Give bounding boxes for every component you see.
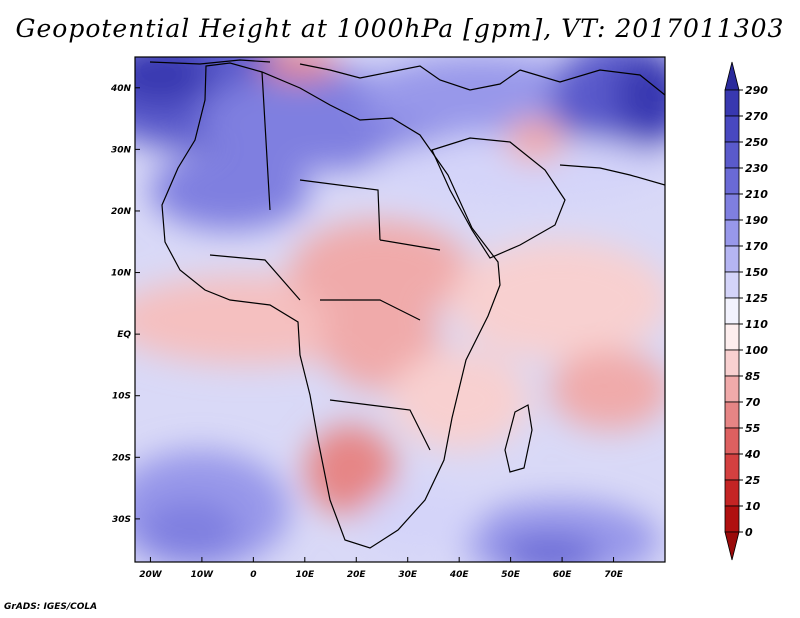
colorbar-segment xyxy=(724,427,740,455)
colorbar-label: 110 xyxy=(745,318,768,331)
lat-tick-label: 40N xyxy=(110,84,132,94)
colorbar-label: 190 xyxy=(745,214,768,227)
colorbar-label: 10 xyxy=(745,500,761,513)
lon-tick-label: 30E xyxy=(398,570,418,580)
grads-credit: GrADS: IGES/COLA xyxy=(4,602,98,612)
lat-tick-label: 30S xyxy=(112,515,131,525)
colorbar-segment xyxy=(724,297,740,325)
colorbar-segment xyxy=(724,89,740,117)
lat-tick-label: 30N xyxy=(111,145,132,155)
colorbar-label: 250 xyxy=(745,136,768,149)
colorbar-label: 230 xyxy=(745,162,768,175)
colorbar: 2902702502302101901701501251101008570554… xyxy=(724,61,768,561)
colorbar-segment xyxy=(724,271,740,299)
colorbar-label: 270 xyxy=(745,110,768,123)
lon-tick-label: 40E xyxy=(449,570,470,580)
colorbar-label: 170 xyxy=(745,240,768,253)
colorbar-segment xyxy=(724,505,740,533)
colorbar-label: 70 xyxy=(745,396,761,409)
colorbar-segment xyxy=(724,219,740,247)
lon-tick-label: 20E xyxy=(347,570,367,580)
lat-tick-label: 10S xyxy=(112,392,131,402)
colorbar-label: 150 xyxy=(745,266,768,279)
colorbar-bottom-arrow xyxy=(724,531,740,561)
colorbar-segment xyxy=(724,375,740,403)
lat-tick-label: 10N xyxy=(111,269,132,279)
colorbar-top-arrow xyxy=(724,61,740,91)
plot-frame xyxy=(134,56,666,563)
colorbar-segment xyxy=(724,323,740,351)
colorbar-label: 40 xyxy=(744,448,761,461)
colorbar-segment xyxy=(724,453,740,481)
colorbar-label: 125 xyxy=(745,292,768,305)
colorbar-label: 85 xyxy=(745,370,761,383)
lat-tick-label: 20S xyxy=(112,453,131,463)
colorbar-segment xyxy=(724,193,740,221)
coastlines xyxy=(149,59,665,549)
colorbar-segment xyxy=(724,115,740,143)
lat-tick-label: 20N xyxy=(111,207,132,217)
lat-tick-label: EQ xyxy=(117,330,131,340)
lon-tick-label: 10E xyxy=(295,570,315,580)
colorbar-segment xyxy=(724,167,740,195)
colorbar-segment xyxy=(724,349,740,377)
lon-tick-label: 0 xyxy=(250,570,256,580)
colorbar-label: 100 xyxy=(745,344,768,357)
colorbar-label: 210 xyxy=(745,188,768,201)
colorbar-label: 25 xyxy=(745,474,761,487)
lon-tick-label: 70E xyxy=(604,570,624,580)
colorbar-segment xyxy=(724,479,740,507)
lon-tick-label: 50E xyxy=(501,570,521,580)
map-title: Geopotential Height at 1000hPa [gpm], VT… xyxy=(15,14,785,43)
colorbar-label: 0 xyxy=(745,526,753,539)
lon-tick-label: 20W xyxy=(139,570,163,580)
colorbar-label: 290 xyxy=(745,84,768,97)
colorbar-segment xyxy=(724,245,740,273)
colorbar-label: 55 xyxy=(745,422,761,435)
colorbar-segment xyxy=(724,401,740,429)
colorbar-segment xyxy=(724,141,740,169)
height-field xyxy=(135,57,665,562)
axis-ticks: 20W 10W 0 10E 20E 30E 40E 50E 60E 70E 40N 30N 20N 10N… xyxy=(110,84,624,580)
lon-tick-label: 10W xyxy=(191,570,215,580)
lon-tick-label: 60E xyxy=(553,570,573,580)
